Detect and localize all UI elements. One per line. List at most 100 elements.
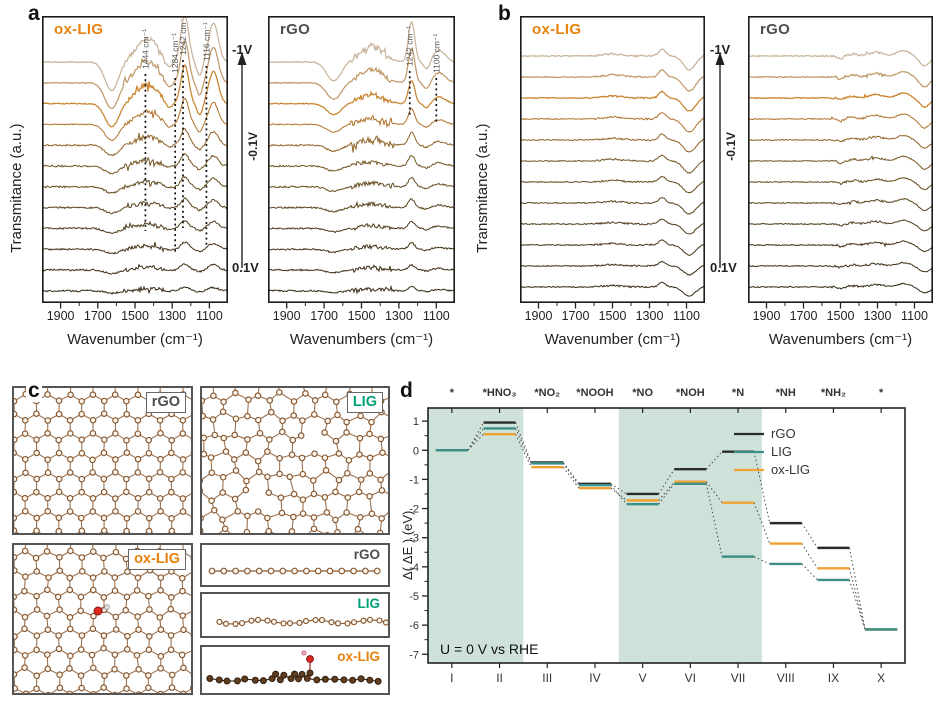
energy-diagram-svg: 10-1-2-3-4-5-6-7*I*HNO₃II*NO₂III*NOOHIV*…	[409, 387, 906, 685]
spectrum-curve	[43, 97, 227, 141]
spectrum-curve	[269, 284, 454, 295]
voltage-top-label: -1V	[232, 42, 253, 57]
y-tick-label: -2	[409, 504, 419, 516]
panel-b-right-xlabel: Wavenumbers (cm⁻¹)	[768, 331, 913, 348]
panel-a-rgo-title: rGO	[280, 21, 311, 38]
spectrum-curve	[521, 239, 704, 256]
lattice	[14, 388, 191, 533]
spectrum-curve	[269, 131, 454, 153]
step-label: VIII	[777, 671, 795, 685]
panel-b-rgo-title: rGO	[760, 21, 791, 38]
spectrum-curve	[521, 112, 704, 133]
step-label: II	[496, 671, 503, 685]
step-label: VII	[731, 671, 746, 685]
spectrum-curve	[749, 261, 932, 273]
x-tick-label: 1700	[84, 309, 112, 323]
y-axis: 1 0 -1 -2 -3 -4 -5 -6 -7	[409, 416, 428, 661]
arrow-up-icon	[715, 52, 725, 268]
adsorbate-label: *HNO₃	[483, 387, 517, 399]
spectrum-curve	[749, 49, 932, 67]
step-label: V	[639, 671, 647, 685]
panel-d-letter: d	[398, 379, 415, 402]
spectrum-curve	[749, 282, 932, 294]
voltage-bottom-label: 0.1V	[232, 260, 259, 275]
spectrum-curve	[521, 133, 704, 153]
y-tick-label: -4	[409, 562, 419, 574]
spectrum-curve	[43, 153, 227, 175]
x-axis-ticks: 1900 1700 1500 1300 1100	[47, 303, 223, 323]
panel-a-right-xlabel: Wavenumbers (cm⁻¹)	[289, 331, 434, 348]
band-annotation-label: 1100 cm⁻¹	[431, 34, 441, 73]
spectrum-curve	[749, 113, 932, 129]
spectra-curves	[43, 17, 227, 295]
step-label: I	[450, 671, 453, 685]
x-tick-label: 1500	[348, 309, 376, 323]
spectrum-curve	[43, 262, 227, 275]
y-tick-label: 0	[413, 445, 419, 457]
step-label: IV	[589, 671, 600, 685]
spectrum-curve	[749, 155, 932, 170]
x-tick-label: 1700	[790, 309, 818, 323]
series-LIG	[435, 427, 898, 631]
oxlig-sideview-drawing	[206, 650, 382, 685]
spectrum-curve	[43, 64, 227, 128]
oxygen-atom	[306, 655, 314, 663]
panel-a-voltage-arrow: -1V -0.1V 0.1V	[230, 42, 264, 280]
voltage-mid-label: -0.1V	[724, 132, 738, 161]
panel-c-lig-lattice-box: LIG	[200, 386, 390, 535]
spectrum-curve	[269, 108, 454, 133]
shaded-region	[618, 408, 762, 663]
y-tick-label: -3	[409, 533, 419, 545]
y-tick-label: -6	[409, 620, 419, 632]
panel-c-lig-sideview-box: LIG	[200, 592, 390, 638]
panel-a-ylabel: Transmitance (a.u.)	[8, 123, 25, 254]
y-tick-label: 1	[413, 416, 419, 428]
spectrum-curve	[521, 175, 704, 194]
y-tick-label: -5	[409, 591, 419, 603]
panel-a-letter: a	[26, 2, 42, 25]
spectrum-curve	[43, 175, 227, 194]
legend: rGO LIG ox-LIG	[734, 426, 810, 477]
panel-d-chart: 1 0 -1 -2 -3 -4 -5 -6 -7 * I *HNO₃ II *NO₂ III *NOOH IV *…	[396, 382, 942, 713]
band-annotation-label: 1444 cm⁻¹	[140, 29, 150, 69]
spectra-curves	[269, 21, 454, 295]
spectrum-curve	[521, 48, 704, 71]
panel-b-ylabel: Transmitance (a.u.)	[474, 123, 491, 254]
adsorbate-label: *	[879, 387, 884, 399]
panel-c-letter: c	[26, 379, 42, 402]
spectrum-curve	[43, 197, 227, 215]
oxlig-lattice-drawing	[14, 545, 191, 693]
spectrum-curve	[269, 263, 454, 274]
band-annotation-label: 1116 cm⁻¹	[201, 22, 211, 61]
oxygen-atom	[93, 606, 103, 616]
band-annotation-label: 1242 cm⁻¹	[178, 16, 188, 55]
oxlig-sideview-label: ox-LIG	[337, 649, 380, 664]
spectrum-curve	[43, 220, 227, 235]
panel-b-rgo-plot: rGO 1900 1700 1500 1300 1100	[748, 16, 933, 326]
spectrum-curve	[749, 177, 932, 190]
spectra-svg-rgo-b: 1900 1700 1500 1300 1100	[748, 16, 933, 323]
spectrum-curve	[269, 242, 454, 254]
rgo-lattice-drawing	[14, 388, 191, 533]
panel-b-oxlig-title: ox-LIG	[532, 21, 582, 38]
spectrum-curve	[269, 220, 454, 234]
lattice	[14, 545, 191, 693]
spectrum-curve	[269, 21, 454, 82]
panel-b-voltage-arrow: -1V -0.1V 0.1V	[708, 42, 742, 280]
adsorbate-label: *	[450, 387, 455, 399]
adsorbate-label: *NH₂	[821, 387, 846, 399]
spectra-curves	[749, 49, 932, 294]
voltage-top-label: -1V	[710, 42, 731, 57]
lig-sideview-label: LIG	[357, 596, 381, 611]
band-annotation-label: 1242 cm⁻¹	[405, 26, 415, 66]
panel-c-rgo-sideview-box: rGO	[200, 543, 390, 587]
step-label: III	[542, 671, 552, 685]
legend-label: LIG	[771, 444, 792, 459]
spectrum-curve	[43, 241, 227, 255]
x-tick-label: 1300	[385, 309, 413, 323]
condition-label: U = 0 V vs RHE	[440, 641, 538, 657]
panel-b-left-xlabel: Wavenumber (cm⁻¹)	[544, 331, 681, 348]
x-tick-label: 1100	[673, 309, 700, 323]
step-label: X	[877, 671, 885, 685]
spectrum-curve	[43, 40, 227, 109]
